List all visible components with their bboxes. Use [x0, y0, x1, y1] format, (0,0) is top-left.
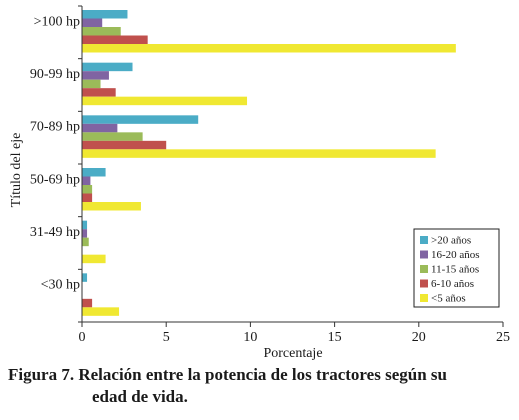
bar-3-series-3 [82, 132, 143, 141]
bar-1-series-5 [82, 44, 456, 53]
bar-4-series-2 [82, 176, 91, 185]
legend-box [413, 228, 500, 308]
x-axis-title: Porcentaje [263, 346, 322, 361]
bar-2-series-2 [82, 71, 109, 80]
legend-swatch [420, 236, 428, 244]
legend-swatch [420, 250, 428, 259]
bar-1-series-2 [82, 18, 103, 27]
bars-group [82, 10, 456, 316]
legend-swatch [420, 294, 428, 302]
y-axis-ticks: >100 hp 90-99 hp 70-89 hp 50-69 hp 31-49 hp <… [30, 5, 82, 323]
x-tick-label: 10 [243, 330, 257, 345]
bar-4-series-1 [82, 168, 106, 177]
bar-5-series-3 [82, 237, 89, 247]
figure-caption: Figura 7. Relación entre la potencia de … [8, 364, 513, 408]
x-tick-label: 25 [496, 330, 510, 345]
y-axis-title: Título del eje [9, 133, 24, 208]
x-axis-ticks: 0 5 10 15 20 25 [79, 322, 510, 345]
bar-3-series-1 [82, 115, 199, 124]
bar-4-series-5 [82, 202, 141, 211]
bar-2-series-3 [82, 79, 101, 89]
caption-line-2: edad de vida. [92, 387, 188, 406]
legend-label: 11-15 años [431, 264, 479, 276]
x-tick-label: 0 [79, 330, 86, 345]
bar-1-series-4 [82, 35, 148, 44]
bar-chart: >100 hp 90-99 hp 70-89 hp 50-69 hp 31-49 hp <… [9, 5, 510, 361]
caption-line-1: Figura 7. Relación entre la potencia de … [8, 365, 447, 384]
bar-6-series-5 [82, 307, 120, 316]
bar-1-series-3 [82, 27, 121, 36]
y-tick-label: <30 hp [41, 278, 80, 293]
bar-3-series-4 [82, 140, 167, 150]
bar-2-series-4 [82, 88, 116, 97]
bar-4-series-3 [82, 185, 93, 194]
legend-label: 6-10 años [431, 278, 474, 290]
y-tick-label: 50-69 hp [30, 172, 80, 187]
y-tick-label: >100 hp [34, 14, 80, 29]
legend: >20 años 16-20 años 11-15 años 6-10 años <5 … [413, 228, 500, 308]
bar-3-series-2 [82, 123, 118, 133]
y-tick-label: 90-99 hp [30, 67, 80, 82]
legend-label: >20 años [431, 235, 471, 247]
bar-5-series-2 [82, 229, 88, 238]
y-tick-label: 70-89 hp [30, 120, 80, 135]
x-tick-label: 15 [328, 330, 342, 345]
legend-swatch [420, 279, 428, 288]
bar-6-series-1 [82, 273, 88, 282]
bar-5-series-1 [82, 220, 88, 230]
bar-2-series-5 [82, 96, 248, 106]
bar-2-series-1 [82, 62, 133, 72]
bar-5-series-5 [82, 254, 106, 264]
bar-6-series-4 [82, 298, 93, 308]
legend-label: 16-20 años [431, 249, 480, 261]
bar-1-series-1 [82, 10, 128, 19]
x-tick-label: 5 [163, 330, 170, 345]
y-tick-label: 31-49 hp [30, 225, 80, 240]
x-tick-label: 20 [412, 330, 426, 345]
bar-3-series-5 [82, 149, 436, 158]
bar-4-series-4 [82, 193, 93, 202]
legend-label: <5 años [431, 293, 466, 305]
legend-swatch [420, 265, 428, 273]
